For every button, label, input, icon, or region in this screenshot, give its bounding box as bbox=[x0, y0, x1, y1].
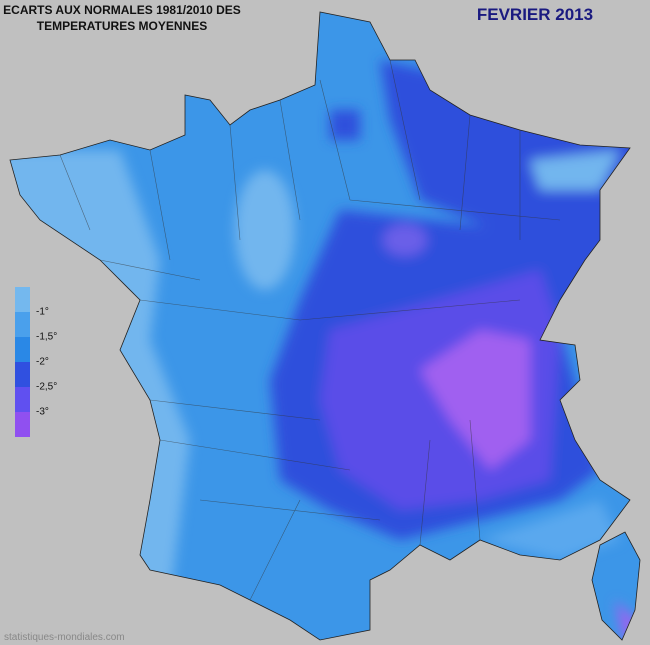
period: FEVRIER 2013 bbox=[477, 5, 593, 24]
legend: -1° -1,5° -2° -2,5° -3° bbox=[15, 287, 57, 437]
title-line: TEMPERATURES MOYENNES bbox=[37, 19, 207, 33]
legend-label: -1,5° bbox=[36, 332, 57, 343]
title-line: ECARTS AUX NORMALES 1981/2010 DES bbox=[3, 3, 241, 17]
legend-label: -2° bbox=[36, 357, 49, 368]
map-outline bbox=[9, 11, 641, 641]
legend-label: -1° bbox=[36, 307, 49, 318]
source: statistiques-mondiales.com bbox=[4, 632, 125, 643]
legend-label: -3° bbox=[36, 407, 49, 418]
legend-label: -2,5° bbox=[36, 382, 57, 393]
